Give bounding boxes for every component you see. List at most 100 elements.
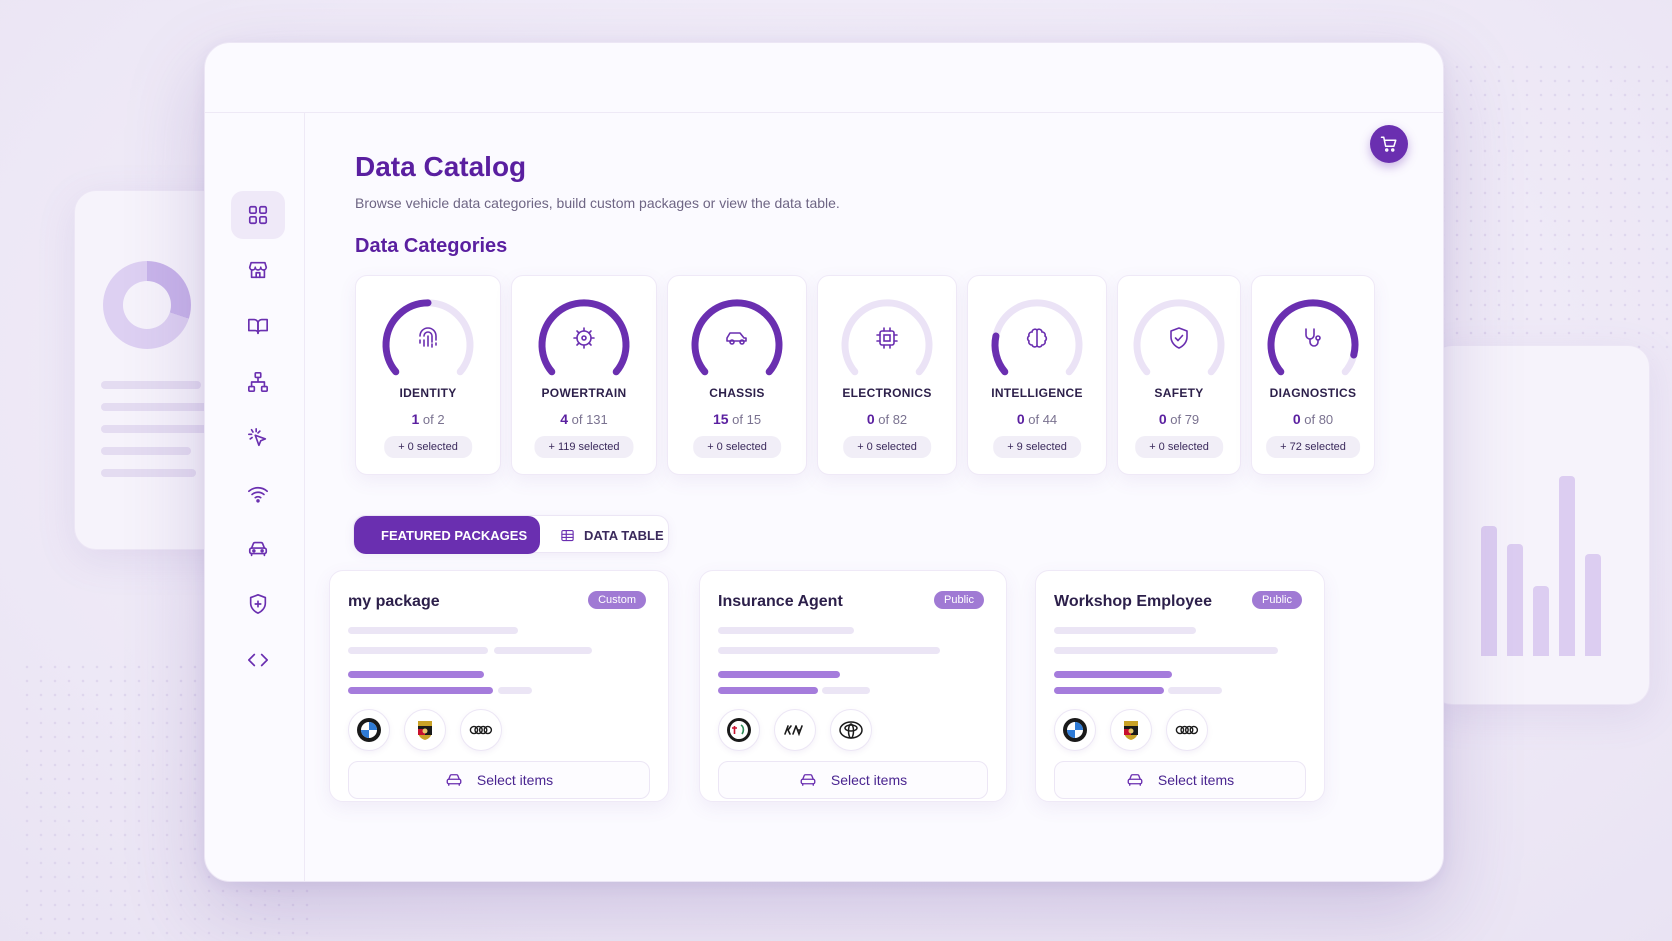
category-selected-pill[interactable]: + 9 selected xyxy=(993,436,1081,458)
brand-logos xyxy=(348,709,502,751)
sidebar-item-hierarchy[interactable] xyxy=(231,358,285,406)
brain-icon xyxy=(1026,328,1048,348)
gauge-track xyxy=(841,299,933,376)
hierarchy-icon xyxy=(248,372,268,392)
fingerprint-icon xyxy=(419,327,437,348)
category-count: 4 of 131 xyxy=(512,411,656,427)
placeholder-line xyxy=(494,647,592,654)
category-count: 0 of 82 xyxy=(818,411,956,427)
category-total: of 15 xyxy=(732,412,762,427)
bar-graphic xyxy=(1559,476,1575,656)
progress-line xyxy=(1054,687,1164,694)
placeholder-line xyxy=(718,647,940,654)
category-selected-pill[interactable]: + 72 selected xyxy=(1266,436,1360,458)
page-title: Data Catalog xyxy=(355,151,527,182)
cursor-click-icon xyxy=(248,428,267,447)
select-items-button[interactable]: Select items xyxy=(348,761,650,799)
category-name: CHASSIS xyxy=(709,386,765,400)
sidebar-item-store[interactable] xyxy=(231,246,285,294)
category-card-safety[interactable]: SAFETY 0 of 79 + 0 selected xyxy=(1117,275,1241,475)
sidebar-item-grid[interactable] xyxy=(231,191,285,239)
category-gauge xyxy=(529,290,639,380)
category-selected-pill[interactable]: + 0 selected xyxy=(693,436,781,458)
background-card-right xyxy=(1430,345,1650,705)
sidebar-item-code[interactable] xyxy=(231,636,285,684)
category-card-electronics[interactable]: ELECTRONICS 0 of 82 + 0 selected xyxy=(817,275,957,475)
sidebar-item-book[interactable] xyxy=(231,302,285,350)
tab-label: FEATURED PACKAGES xyxy=(381,527,528,543)
category-selected-count: 0 xyxy=(1016,411,1025,427)
category-total: of 82 xyxy=(878,412,908,427)
tab-label: DATA TABLE xyxy=(584,527,664,543)
category-selected-count: 0 xyxy=(866,411,875,427)
gear-icon xyxy=(573,327,595,349)
package-card-my-package[interactable]: my package Custom Select items xyxy=(329,570,669,802)
placeholder-line xyxy=(822,687,870,694)
category-gauge xyxy=(1258,290,1368,380)
shield-plus-icon xyxy=(249,594,267,614)
sidebar-item-car[interactable] xyxy=(231,525,285,573)
code-icon xyxy=(248,653,268,667)
select-items-label: Select items xyxy=(830,772,908,788)
category-total: of 80 xyxy=(1304,412,1334,427)
sidebar-item-cursor[interactable] xyxy=(231,414,285,462)
category-card-diagnostics[interactable]: DIAGNOSTICS 0 of 80 + 72 selected xyxy=(1251,275,1375,475)
category-total: of 44 xyxy=(1028,412,1058,427)
package-title: Insurance Agent xyxy=(718,593,843,610)
category-card-powertrain[interactable]: POWERTRAIN 4 of 131 + 119 selected xyxy=(511,275,657,475)
cart-button[interactable] xyxy=(1370,125,1408,163)
category-total: of 2 xyxy=(422,412,445,427)
kia-logo xyxy=(774,709,816,751)
shield-check-icon xyxy=(1170,327,1188,349)
sidebar-item-shield[interactable] xyxy=(231,580,285,628)
select-items-button[interactable]: Select items xyxy=(1054,761,1306,799)
tab-featured-packages[interactable]: FEATURED PACKAGES xyxy=(354,516,540,554)
category-selected-pill[interactable]: + 119 selected xyxy=(534,436,634,458)
package-badge: Public xyxy=(934,591,984,609)
category-selected-pill[interactable]: + 0 selected xyxy=(1135,436,1223,458)
page-subtitle: Browse vehicle data categories, build cu… xyxy=(355,195,840,211)
progress-line xyxy=(1054,671,1172,678)
bmw-logo xyxy=(1054,709,1096,751)
select-items-button[interactable]: Select items xyxy=(718,761,988,799)
package-card-insurance-agent[interactable]: Insurance Agent Public Select items xyxy=(699,570,1007,802)
audi-logo xyxy=(460,709,502,751)
placeholder-line xyxy=(348,647,488,654)
category-card-identity[interactable]: IDENTITY 1 of 2 + 0 selected xyxy=(355,275,501,475)
category-card-chassis[interactable]: CHASSIS 15 of 15 + 0 selected xyxy=(667,275,807,475)
category-count: 0 of 79 xyxy=(1118,411,1240,427)
category-selected-pill[interactable]: + 0 selected xyxy=(843,436,931,458)
category-selected-pill[interactable]: + 0 selected xyxy=(384,436,472,458)
wifi-icon xyxy=(248,486,268,503)
bar-graphic xyxy=(1481,526,1497,656)
category-name: POWERTRAIN xyxy=(541,386,627,400)
porsche-logo xyxy=(1110,709,1152,751)
audi-logo xyxy=(1166,709,1208,751)
app-window: Data Catalog Browse vehicle data categor… xyxy=(204,42,1444,882)
package-title: my package xyxy=(348,593,440,610)
placeholder-line xyxy=(1168,687,1222,694)
category-selected-count: 1 xyxy=(411,411,420,427)
category-card-intelligence[interactable]: INTELLIGENCE 0 of 44 + 9 selected xyxy=(967,275,1107,475)
porsche-logo xyxy=(404,709,446,751)
package-card-workshop-employee[interactable]: Workshop Employee Public Select items xyxy=(1035,570,1325,802)
category-count: 1 of 2 xyxy=(356,411,500,427)
placeholder-line xyxy=(718,627,854,634)
placeholder-line xyxy=(101,425,211,433)
store-icon xyxy=(248,261,268,279)
car-icon xyxy=(1127,774,1143,786)
sidebar-item-wifi[interactable] xyxy=(231,470,285,518)
donut-graphic xyxy=(103,261,191,349)
section-title-categories: Data Categories xyxy=(355,235,508,257)
package-title: Workshop Employee xyxy=(1054,593,1212,610)
category-name: DIAGNOSTICS xyxy=(1269,386,1357,400)
gauge-track xyxy=(1133,299,1225,376)
tab-data-table[interactable]: DATA TABLE xyxy=(542,516,682,554)
stethoscope-icon xyxy=(1305,328,1321,347)
package-badge: Public xyxy=(1252,591,1302,609)
category-total: of 79 xyxy=(1170,412,1200,427)
placeholder-line xyxy=(101,469,196,477)
table-icon xyxy=(561,529,574,541)
car-icon xyxy=(726,332,747,345)
brand-logos xyxy=(718,709,872,751)
